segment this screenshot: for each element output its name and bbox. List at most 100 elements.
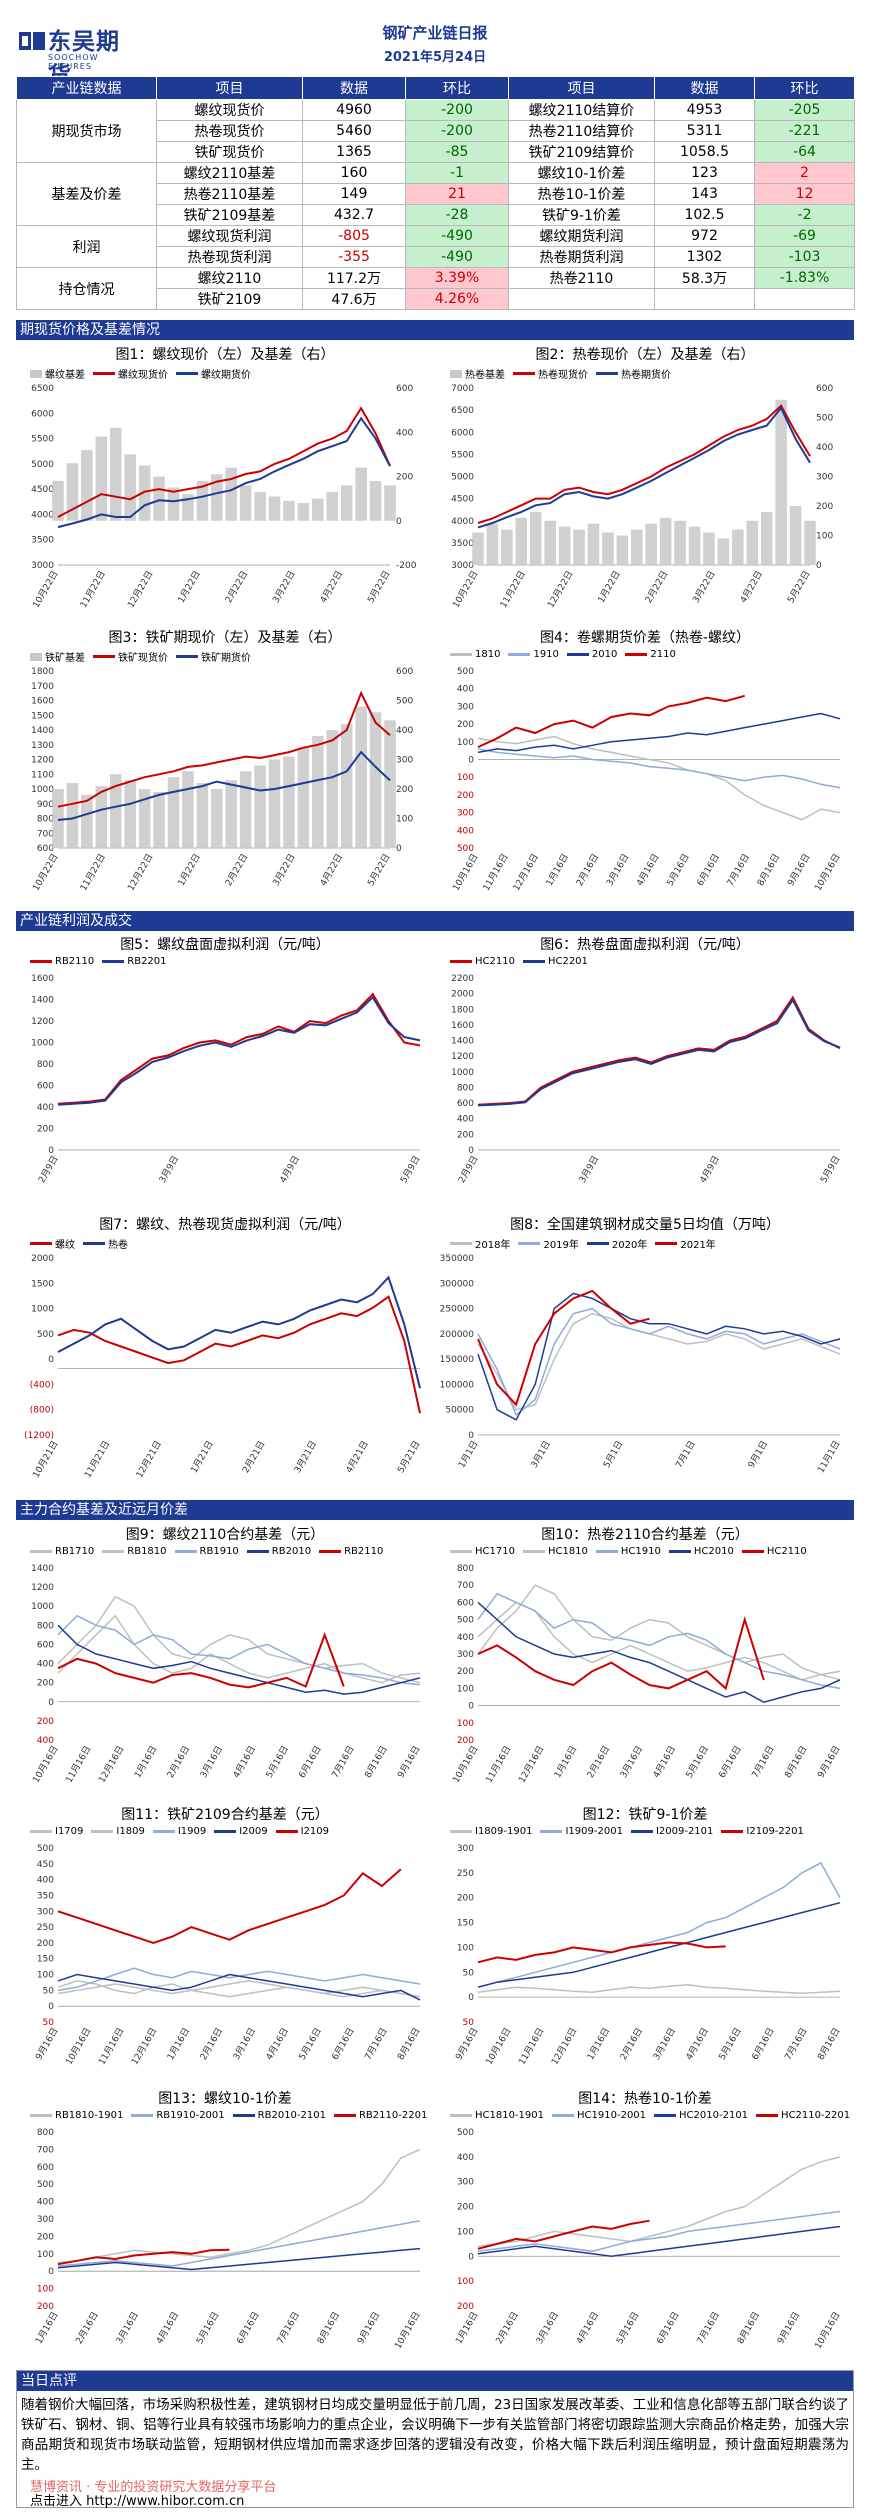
- summary-cell: 铁矿9-1价差: [509, 205, 655, 226]
- y-tick-label: 800: [37, 1621, 54, 1631]
- y-tick-label: 0: [468, 756, 474, 766]
- series-line-2: [58, 752, 390, 820]
- y-tick-label: 200: [37, 2232, 54, 2242]
- chart-panel-c11: 图11：铁矿2109合约基差（元） I1709 I1809 I1909 I2009 I21…: [16, 1802, 434, 2084]
- y2-tick-label: 400: [396, 726, 413, 736]
- y-tick-label: 1500: [31, 1279, 54, 1289]
- summary-cell: 47.6万: [303, 289, 406, 310]
- y-tick-label: 5000: [451, 473, 474, 483]
- y-tick-label: 1200: [31, 1017, 54, 1027]
- x-tick-label: 1月21日: [189, 1439, 216, 1475]
- y-tick-label: 300: [37, 1907, 54, 1917]
- x-tick-label: 4月22日: [738, 569, 765, 605]
- y-tick-label: 1400: [451, 1037, 474, 1047]
- y2-tick-label: 600: [396, 667, 413, 677]
- x-tick-label: 6月16日: [750, 2026, 777, 2062]
- y-tick-label: 600: [37, 1640, 54, 1650]
- y2-tick-label: 0: [396, 844, 402, 854]
- x-tick-label: 2月16日: [574, 852, 601, 888]
- x-tick-label: 9月1日: [746, 1439, 770, 1470]
- y-tick-label: 1600: [31, 697, 54, 707]
- series-line-1: [478, 749, 840, 788]
- summary-cell: [509, 289, 655, 310]
- basis-bar: [197, 783, 209, 848]
- basis-bar: [341, 724, 353, 848]
- y2-tick-label: 300: [396, 756, 413, 766]
- y-tick-label: 6000: [451, 428, 474, 438]
- y2-tick-label: 200: [396, 785, 413, 795]
- summary-table: 产业链数据 项目 数据 环比 项目 数据 环比 期现货市场 螺纹现货价 4960 -200 螺纹21…: [16, 76, 855, 310]
- basis-bar: [254, 765, 266, 848]
- report-title: 钢矿产业链日报: [16, 22, 854, 43]
- summary-cell: 螺纹期货利润: [509, 226, 655, 247]
- y2-tick-label: 500: [816, 414, 833, 424]
- comment-text: 随着钢价大幅回落，市场采购积极性差，建筑钢材日均成交量明显低于前几周，23日国家…: [21, 2395, 849, 2475]
- summary-cell: 123: [655, 163, 755, 184]
- y-tick-label: 6500: [451, 406, 474, 416]
- x-tick-label: 11月16日: [64, 1744, 94, 1785]
- y-tick-label: 200: [37, 1717, 54, 1727]
- y-tick-label: 400: [457, 826, 474, 836]
- x-tick-label: 2月16日: [494, 2310, 521, 2346]
- y-tick-label: 0: [48, 1698, 54, 1708]
- x-tick-label: 12月16日: [511, 852, 541, 893]
- y-tick-label: 300: [37, 2215, 54, 2225]
- x-tick-label: 1月22日: [176, 852, 203, 888]
- x-tick-label: 3月16日: [114, 2310, 141, 2346]
- summary-change-cell: -490: [406, 226, 509, 247]
- series-line-1: [478, 1000, 840, 1106]
- x-tick-label: 4月16日: [651, 1744, 678, 1780]
- y-tick-label: 600: [37, 1082, 54, 1092]
- series-line-2: [478, 1903, 840, 1988]
- y-tick-label: 1700: [31, 682, 54, 692]
- summary-category: 持仓情况: [17, 268, 157, 310]
- chart-panel-c7: 图7：螺纹、热卷现货虚拟利润（元/吨） 螺纹 热卷 2000 1500 1000 500 0(…: [16, 1212, 434, 1497]
- summary-cell: 4960: [303, 100, 406, 121]
- footer-link[interactable]: 点击进入 http://www.hibor.com.cn: [30, 2490, 244, 2509]
- y-tick-label: 4500: [451, 495, 474, 505]
- summary-cell: 铁矿2109: [157, 289, 303, 310]
- chart-svg: 50040030020010001002001月16日 2月16日 3月16日 4月1…: [436, 2086, 854, 2368]
- y-tick-label: 600: [457, 1099, 474, 1109]
- basis-bar: [370, 481, 382, 521]
- y-tick-label: (800): [30, 1406, 54, 1416]
- series-line-3: [478, 1943, 726, 1963]
- y-tick-label: 200: [457, 1894, 474, 1904]
- summary-cell: 热卷现货利润: [157, 247, 303, 268]
- y-tick-label: 3500: [31, 536, 54, 546]
- y-tick-label: 150: [37, 1955, 54, 1965]
- basis-bar: [168, 777, 180, 848]
- chart-svg: 1800170016001500140013001200110010009008…: [16, 625, 434, 910]
- y-tick-label: 450: [37, 1860, 54, 1870]
- x-tick-label: 1月16日: [552, 1744, 579, 1780]
- summary-change-cell: 21: [406, 184, 509, 205]
- x-tick-label: 3月21日: [292, 1439, 319, 1475]
- basis-bar: [182, 771, 194, 848]
- y-tick-label: 2000: [31, 1254, 54, 1264]
- summary-cell: 102.5: [655, 205, 755, 226]
- y2-tick-label: 100: [816, 532, 833, 542]
- x-tick-label: 10月16日: [484, 2026, 514, 2067]
- x-tick-label: 9月16日: [815, 1744, 842, 1780]
- y-tick-label: 700: [457, 1581, 474, 1591]
- y-tick-label: 100: [457, 773, 474, 783]
- y-tick-label: 800: [457, 1564, 474, 1574]
- comment-title: 当日点评: [17, 2371, 853, 2391]
- y-tick-label: 50000: [445, 1406, 474, 1416]
- y-tick-label: 1000: [451, 1068, 474, 1078]
- series-line-1: [478, 406, 810, 523]
- y-tick-label: 800: [37, 1060, 54, 1070]
- series-line-1: [58, 997, 420, 1105]
- x-tick-label: 7月16日: [275, 2310, 302, 2346]
- y-tick-label: 1200: [31, 756, 54, 766]
- y2-tick-label: 100: [396, 815, 413, 825]
- summary-cell: 螺纹现货价: [157, 100, 303, 121]
- basis-bar: [761, 512, 773, 565]
- summary-cell: 1058.5: [655, 142, 755, 163]
- y-tick-label: 100000: [440, 1380, 475, 1390]
- x-tick-label: 9月16日: [395, 1744, 422, 1780]
- summary-change-cell: -1.83%: [755, 268, 855, 289]
- x-tick-label: 3月16日: [651, 2026, 678, 2062]
- x-tick-label: 2月16日: [198, 2026, 225, 2062]
